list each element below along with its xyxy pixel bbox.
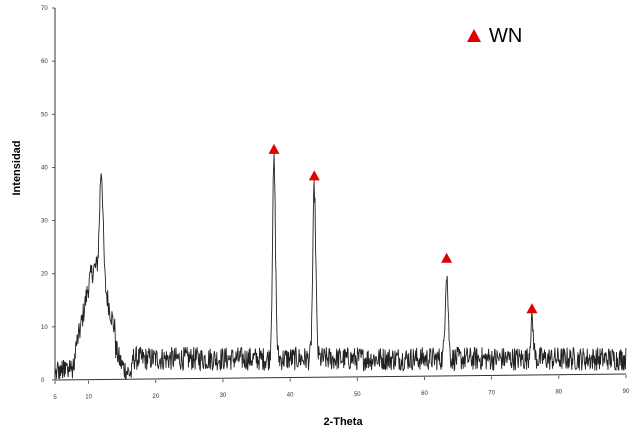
x-tick-label: 90 (623, 389, 630, 395)
x-axis-title: 2-Theta (323, 416, 363, 428)
wn-peak-marker (526, 303, 538, 314)
x-tick-label: 10 (85, 395, 92, 401)
x-tick-label: 20 (152, 394, 159, 400)
x-axis-line (54, 373, 627, 381)
x-tick-label: 30 (220, 393, 227, 399)
y-tick-label: 50 (41, 112, 48, 118)
wn-peak-marker (441, 252, 453, 263)
y-tick-label: 10 (41, 325, 48, 331)
legend-triangle-marker (467, 29, 481, 42)
legend: WN (467, 25, 522, 47)
y-tick-label: 70 (41, 6, 48, 12)
x-tick-label: 40 (287, 393, 294, 399)
x-tick-label: 80 (555, 390, 562, 396)
wn-peak-marker (308, 170, 320, 181)
y-tick-label: 20 (41, 272, 48, 278)
legend-label: WN (489, 25, 522, 47)
y-tick-label: 30 (41, 219, 48, 225)
ticks: 0 10 20 30 40 50 60 70 5 10 20 30 40 50 60 70 80 90 (41, 6, 630, 401)
y-axis-title: Intensidad (11, 140, 23, 195)
y-tick-label: 40 (41, 165, 48, 171)
peak-markers (268, 143, 538, 314)
axes (54, 8, 627, 381)
wn-peak-marker (268, 143, 280, 154)
y-tick-label: 0 (41, 378, 45, 384)
xrd-pattern-line (54, 153, 627, 380)
x-tick-label: 5 (53, 395, 57, 401)
x-tick-label: 50 (354, 392, 361, 398)
y-tick-label: 60 (41, 59, 48, 65)
series-layer (54, 153, 627, 380)
x-tick-label: 70 (488, 390, 495, 396)
x-tick-label: 60 (421, 391, 428, 397)
